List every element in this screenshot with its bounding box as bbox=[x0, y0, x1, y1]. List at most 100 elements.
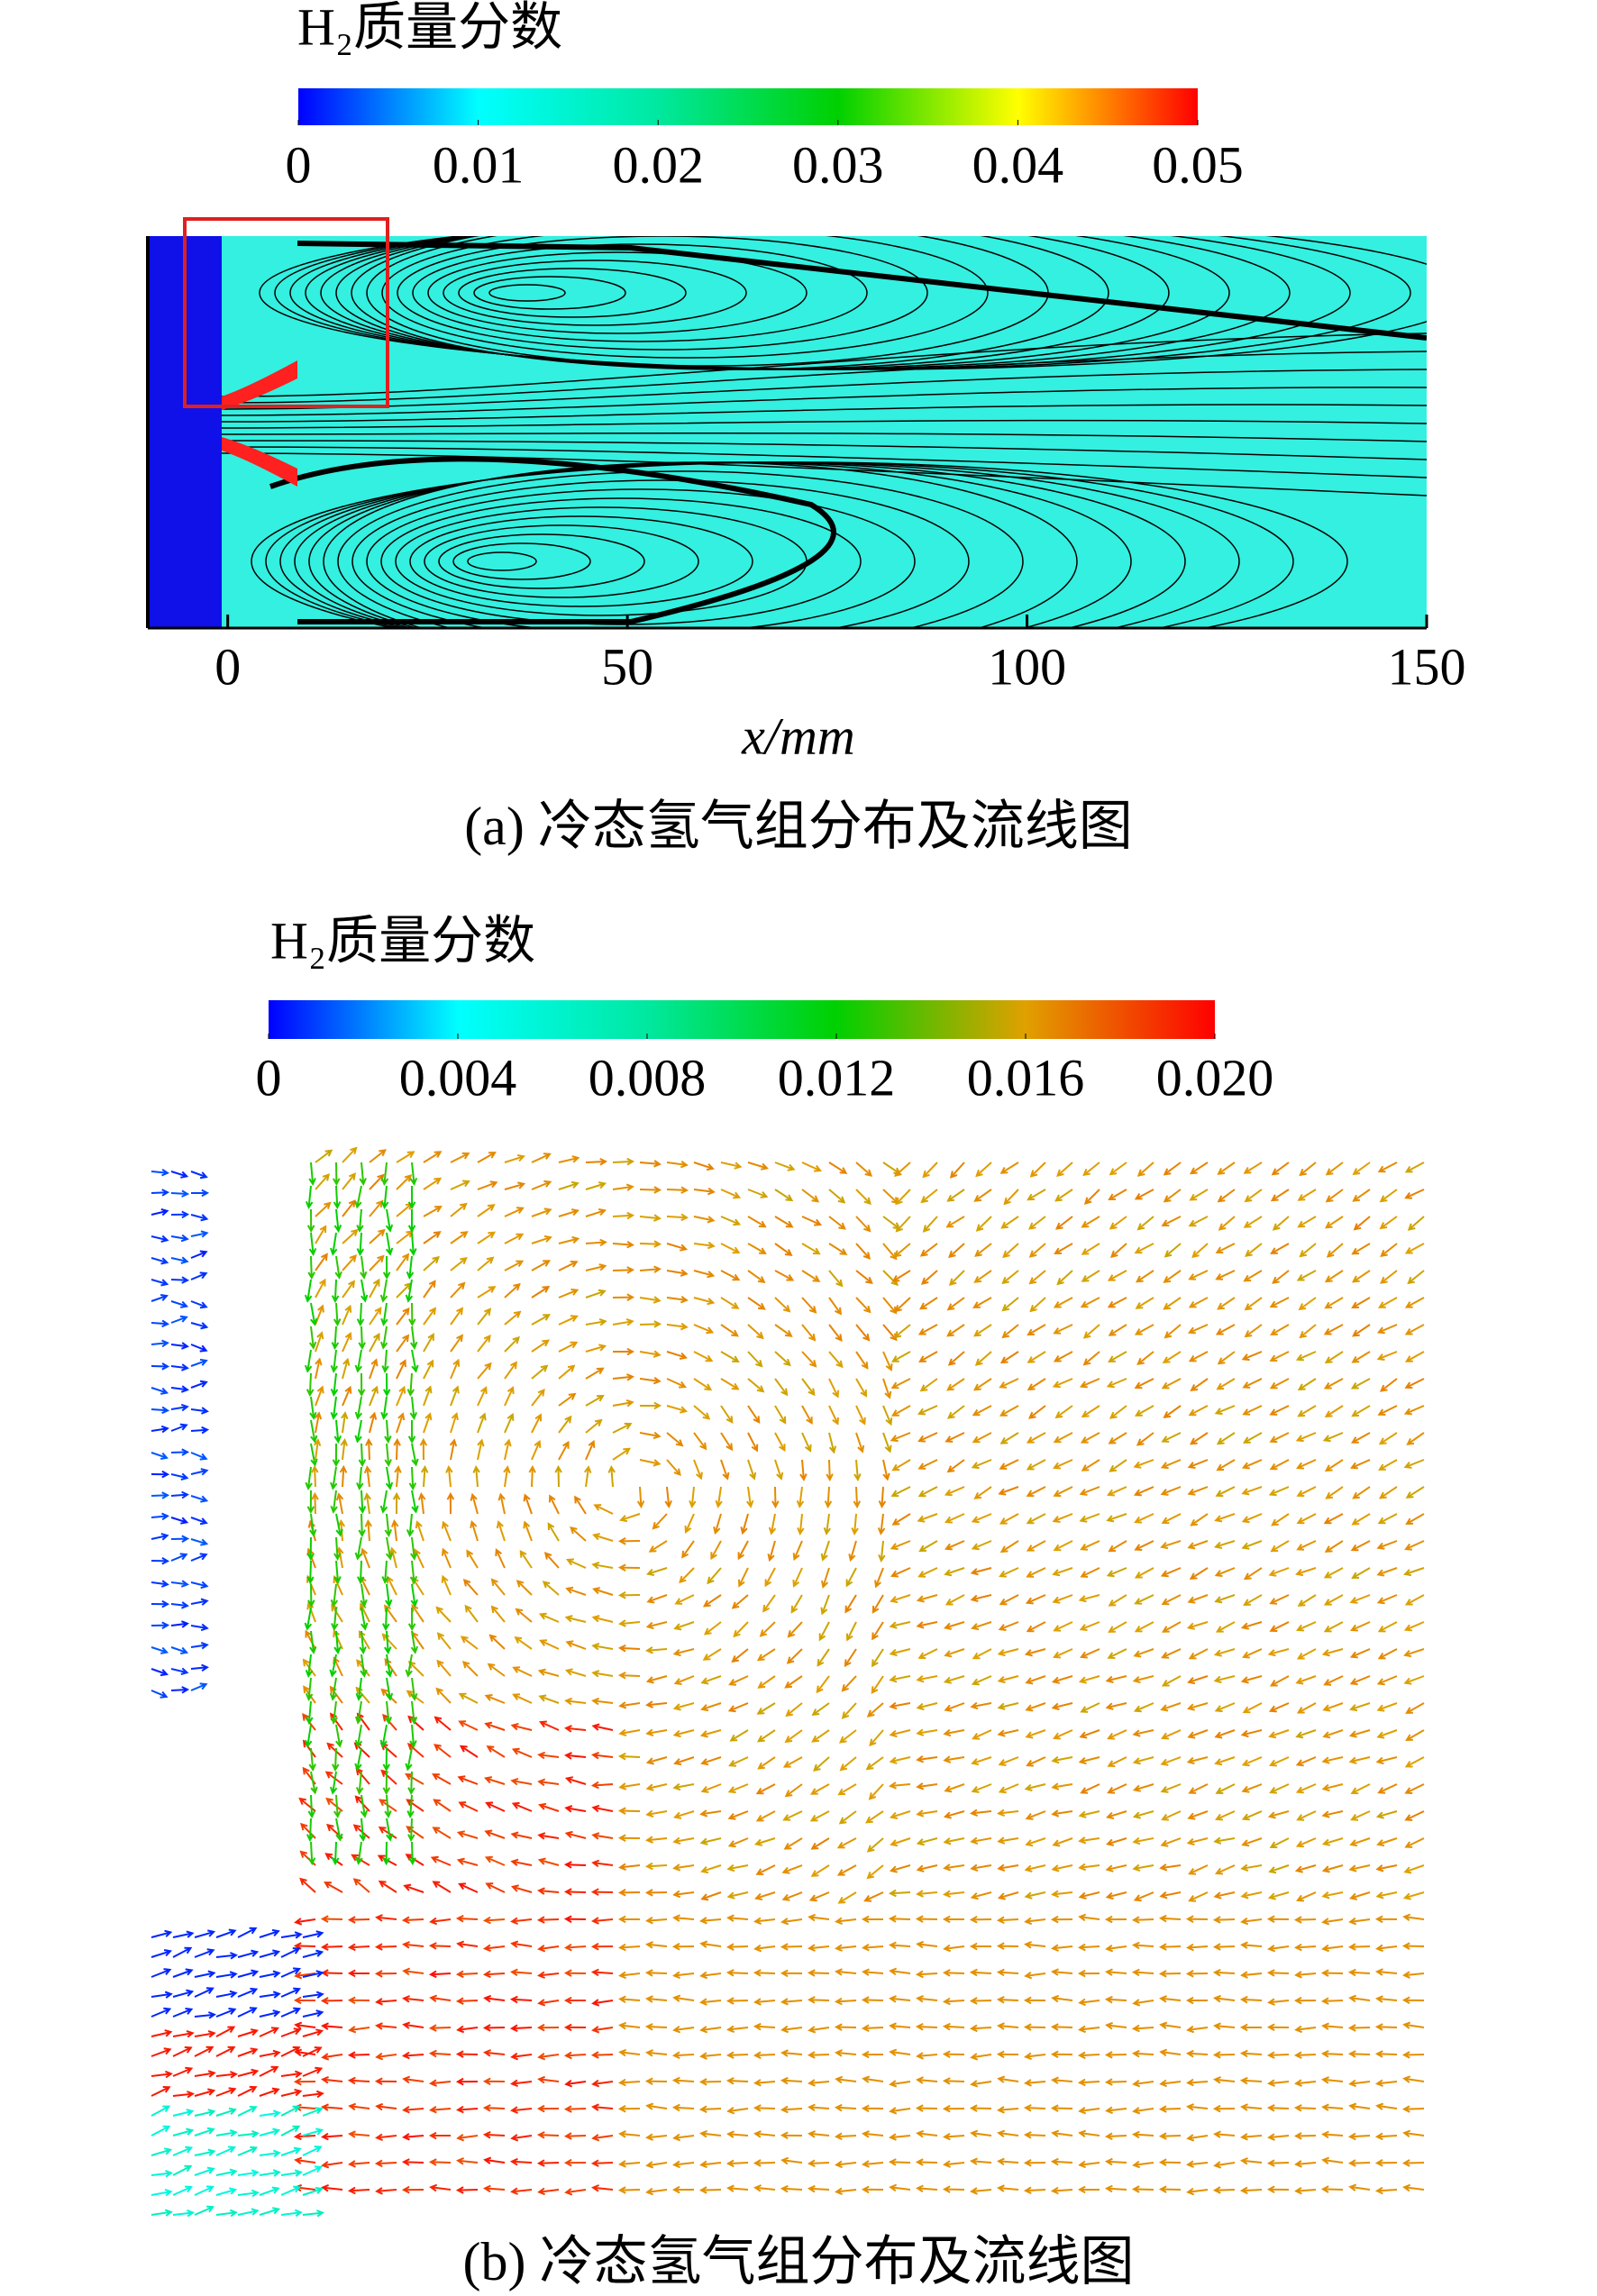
vector-arrow bbox=[1351, 1405, 1371, 1417]
vector-arrow bbox=[335, 1492, 344, 1515]
vector-arrow bbox=[1189, 1567, 1209, 1581]
vector-arrow bbox=[693, 1187, 716, 1196]
x-axis-label: x/mm bbox=[741, 706, 855, 765]
vector-arrow bbox=[415, 1520, 424, 1542]
vector-arrow bbox=[1026, 1756, 1046, 1767]
vector-arrow bbox=[280, 2125, 301, 2137]
vector-arrow bbox=[396, 1385, 406, 1407]
streamline bbox=[467, 551, 537, 571]
vector-arrow bbox=[1351, 1243, 1371, 1255]
vector-arrow bbox=[644, 1969, 668, 1977]
vector-arrow bbox=[970, 1594, 992, 1602]
vector-arrow bbox=[1161, 1378, 1182, 1389]
vector-arrow bbox=[1352, 1486, 1371, 1499]
vector-arrow bbox=[1320, 2185, 1344, 2193]
vector-arrow bbox=[423, 1231, 442, 1244]
vector-arrow bbox=[844, 1648, 857, 1668]
vector-arrow bbox=[1266, 2104, 1290, 2112]
vector-arrow bbox=[585, 1289, 607, 1298]
vector-arrow bbox=[382, 1255, 391, 1280]
vector-arrow bbox=[477, 1307, 492, 1326]
vector-arrow bbox=[726, 2184, 749, 2192]
vector-arrow bbox=[1105, 1675, 1127, 1683]
vector-arrow bbox=[190, 1380, 208, 1389]
vector-arrow bbox=[725, 2159, 749, 2168]
vector-arrow bbox=[1131, 2185, 1154, 2193]
vector-arrow bbox=[1051, 2076, 1073, 2084]
vector-arrow bbox=[753, 2022, 776, 2031]
vector-arrow bbox=[1321, 2156, 1344, 2164]
vector-arrow bbox=[548, 1494, 560, 1515]
vector-arrow bbox=[617, 1915, 641, 1924]
colorbar-tick-label: 0.016 bbox=[967, 1048, 1085, 1107]
vector-arrow bbox=[237, 2189, 260, 2198]
vector-arrow bbox=[999, 1162, 1019, 1174]
vector-arrow bbox=[342, 1172, 356, 1190]
vector-arrow bbox=[1078, 1913, 1100, 1922]
vector-arrow bbox=[915, 2158, 938, 2166]
vector-arrow bbox=[1268, 1486, 1290, 1497]
vector-arrow bbox=[1025, 1810, 1046, 1820]
vector-arrow bbox=[511, 1747, 533, 1758]
vector-arrow bbox=[972, 1432, 992, 1444]
vector-arrow bbox=[1186, 2078, 1209, 2087]
vector-arrow bbox=[1240, 2157, 1263, 2165]
vector-arrow bbox=[1190, 1378, 1209, 1392]
vector-arrow bbox=[1375, 1944, 1398, 1953]
vector-arrow bbox=[450, 1281, 466, 1298]
vector-arrow bbox=[1270, 1324, 1290, 1336]
vector-arrow bbox=[807, 2184, 830, 2193]
vector-arrow bbox=[151, 1512, 169, 1521]
vector-arrow bbox=[1051, 2129, 1073, 2137]
vector-arrow bbox=[948, 1243, 965, 1259]
vector-arrow bbox=[1212, 2104, 1236, 2113]
vector-arrow bbox=[639, 1320, 662, 1328]
vector-arrow bbox=[170, 1667, 189, 1675]
vector-arrow bbox=[512, 1693, 533, 1704]
streamline bbox=[221, 333, 1427, 397]
vector-arrow bbox=[1296, 1810, 1317, 1821]
colorbar-tick-label: 0.008 bbox=[589, 1048, 707, 1107]
vector-arrow bbox=[684, 1513, 695, 1535]
vector-arrow bbox=[1269, 1783, 1290, 1794]
vector-arrow bbox=[1053, 1540, 1073, 1552]
vector-arrow bbox=[1188, 1891, 1209, 1902]
vector-arrow bbox=[1215, 1621, 1236, 1633]
vector-arrow bbox=[1321, 1864, 1344, 1873]
vector-arrow bbox=[151, 1949, 173, 1958]
vector-arrow bbox=[333, 1630, 342, 1654]
vector-arrow bbox=[509, 2157, 533, 2166]
vector-arrow bbox=[538, 1720, 560, 1731]
streamline bbox=[337, 470, 1024, 628]
vector-arrow bbox=[1078, 1863, 1100, 1872]
vector-arrow bbox=[591, 2134, 614, 2142]
vector-arrow bbox=[672, 1810, 695, 1819]
vector-arrow bbox=[999, 1567, 1019, 1578]
vector-arrow bbox=[558, 1235, 580, 1244]
vector-arrow bbox=[450, 1358, 461, 1380]
vector-arrow bbox=[280, 2185, 302, 2196]
vector-arrow bbox=[190, 1189, 210, 1198]
vector-arrow bbox=[944, 1486, 965, 1497]
vector-arrow bbox=[1270, 1243, 1290, 1254]
vector-arrow bbox=[259, 2127, 281, 2137]
vector-arrow bbox=[726, 1914, 749, 1922]
vector-arrow bbox=[894, 1297, 911, 1313]
vector-arrow bbox=[861, 2050, 884, 2059]
vector-arrow bbox=[420, 1465, 429, 1488]
vector-arrow bbox=[485, 1882, 506, 1893]
vector-arrow bbox=[862, 1968, 884, 1976]
vector-arrow bbox=[1240, 1917, 1263, 1926]
vector-arrow bbox=[1078, 1836, 1100, 1845]
vector-arrow bbox=[151, 1621, 170, 1629]
vector-arrow bbox=[672, 1729, 695, 1738]
vector-arrow bbox=[895, 1189, 911, 1206]
vector-arrow bbox=[890, 1351, 911, 1362]
vector-arrow bbox=[360, 1654, 368, 1678]
vector-arrow bbox=[1134, 1594, 1154, 1605]
vector-arrow bbox=[782, 1756, 803, 1768]
vector-arrow bbox=[419, 1437, 428, 1461]
vector-arrow bbox=[1269, 1459, 1290, 1471]
vector-arrow bbox=[396, 1412, 406, 1434]
vector-arrow bbox=[1161, 1513, 1182, 1525]
